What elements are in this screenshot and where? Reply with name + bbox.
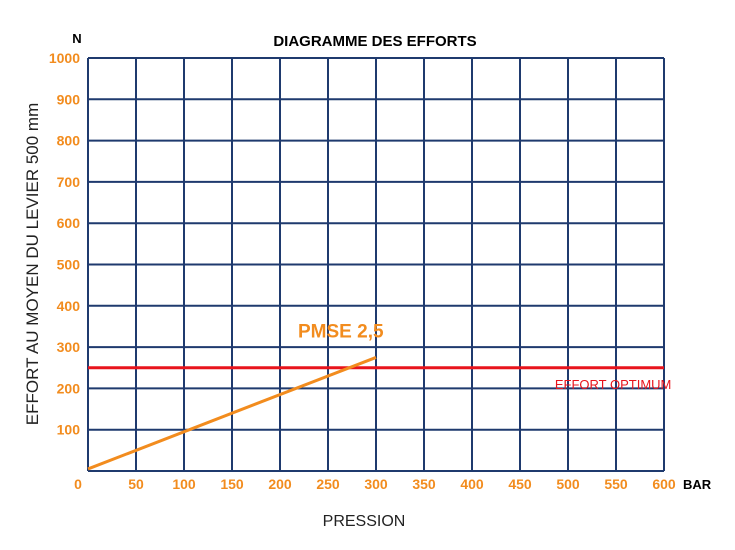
x-tick-label: 150 — [220, 476, 244, 492]
x-tick-label: 600 — [652, 476, 676, 492]
reference-lines: EFFORT OPTIMUM — [88, 366, 672, 392]
y-tick-label: 1000 — [49, 50, 80, 66]
x-tick-labels: 0 50 100 150 200 250 300 350 400 450 500 550 600 — [74, 476, 676, 492]
x-axis-label: PRESSION — [323, 513, 406, 530]
y-tick-label: 600 — [57, 215, 81, 231]
series-label: PMSE 2,5 — [298, 321, 384, 342]
y-tick-label: 300 — [57, 339, 81, 355]
x-tick-label: 350 — [412, 476, 436, 492]
y-tick-label: 900 — [57, 91, 81, 107]
chart-title: DIAGRAMME DES EFFORTS — [273, 33, 476, 50]
y-tick-label: 400 — [57, 298, 81, 314]
x-unit-label: BAR — [683, 477, 712, 492]
y-tick-label: 800 — [57, 133, 81, 149]
x-tick-label: 250 — [316, 476, 340, 492]
y-tick-label: 100 — [57, 422, 81, 438]
y-tick-label: 500 — [57, 257, 81, 273]
x-tick-label: 200 — [268, 476, 292, 492]
x-tick-label: 300 — [364, 476, 388, 492]
grid — [87, 57, 665, 472]
x-tick-label: 50 — [128, 476, 144, 492]
x-tick-label: 550 — [604, 476, 628, 492]
series-lines: PMSE 2,5 — [87, 321, 384, 471]
y-tick-label: 200 — [57, 380, 81, 396]
y-unit-label: N — [72, 31, 81, 46]
series-line-pmse-2-5 — [87, 356, 377, 471]
reference-line-label: EFFORT OPTIMUM — [555, 377, 672, 392]
y-tick-labels: 100 200 300 400 500 600 700 800 900 1000 — [49, 50, 80, 438]
x-tick-label: 500 — [556, 476, 580, 492]
x-tick-label: 450 — [508, 476, 532, 492]
x-tick-label: 400 — [460, 476, 484, 492]
y-tick-label: 700 — [57, 174, 81, 190]
x-tick-label: 100 — [172, 476, 196, 492]
y-axis-label: EFFORT AU MOYEN DU LEVIER 500 mm — [23, 103, 42, 425]
x-tick-label: 0 — [74, 476, 82, 492]
